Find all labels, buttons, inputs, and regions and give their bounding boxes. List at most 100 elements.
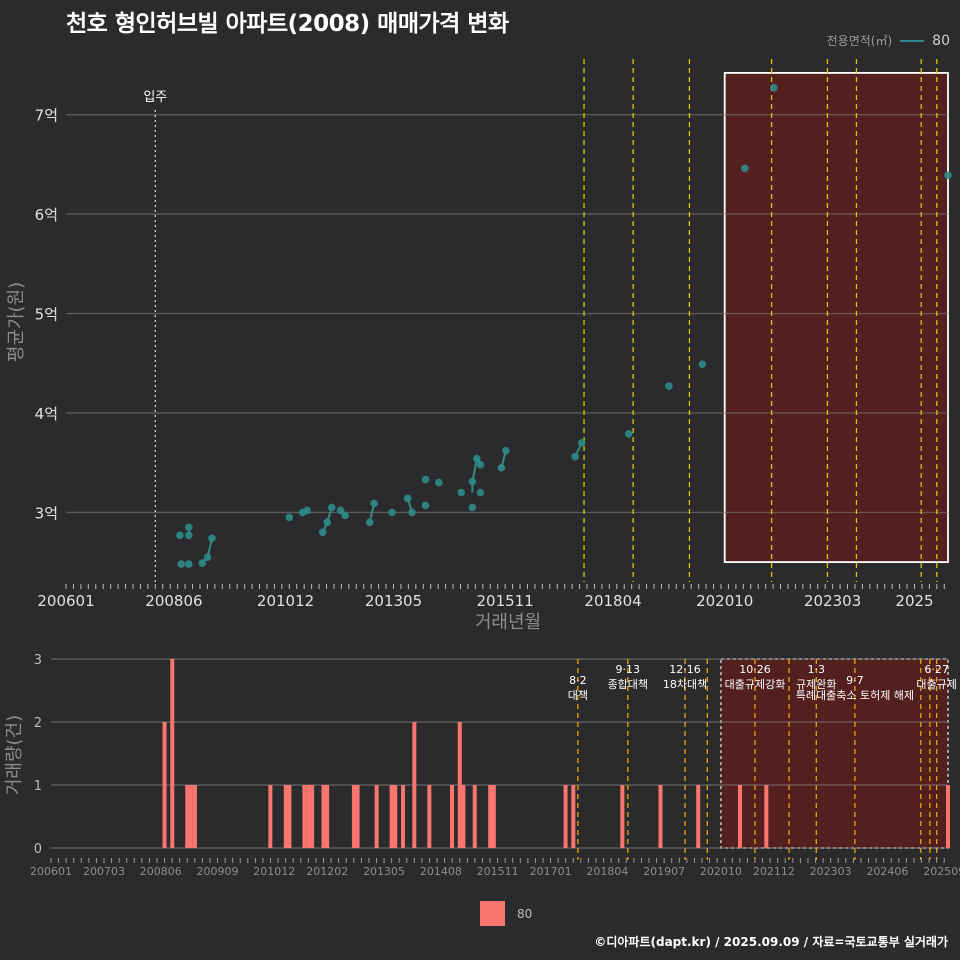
policy-text-label: 대출규제강화: [725, 678, 786, 691]
volume-bar: [287, 785, 292, 848]
policy-text-label: 대출규제: [916, 678, 956, 691]
volume-bar: [563, 785, 568, 848]
price-point: [327, 503, 336, 512]
price-point: [403, 494, 412, 503]
price-chart: 3억 4억 5억 6억 7억 입주 200601 200806 201012 201305 2015…: [6, 59, 952, 633]
price-y-axis-title: 평균가(원): [6, 282, 27, 362]
volume-x-tick-label: 201408: [420, 865, 462, 878]
price-point: [421, 475, 430, 484]
volume-x-tick-label: 201701: [530, 865, 572, 878]
policy-date-label: 6·27: [924, 663, 949, 676]
price-point: [388, 508, 396, 517]
policy-date-label: 9·13: [616, 663, 641, 676]
volume-x-tick-label: 200806: [140, 865, 182, 878]
price-y-tick-label: 3억: [35, 504, 58, 522]
price-point: [741, 164, 749, 173]
volume-y-tick-label: 3: [34, 653, 42, 668]
volume-y-tick-label: 2: [34, 716, 42, 731]
price-point: [198, 559, 207, 567]
price-point: [303, 506, 311, 515]
price-legend: 전용면적(㎡) 80: [827, 32, 950, 49]
price-point: [176, 531, 184, 540]
price-legend-title: 전용면적(㎡): [826, 34, 893, 48]
price-point: [698, 360, 707, 369]
policy-date-label: 12·16: [669, 663, 701, 676]
price-y-tick-label: 6억: [35, 206, 58, 224]
price-point: [571, 452, 579, 461]
volume-bar: [374, 785, 379, 848]
price-legend-entry: 80: [932, 32, 950, 49]
price-point: [468, 503, 477, 512]
volume-bar: [306, 785, 311, 848]
volume-bar: [400, 785, 405, 848]
price-point: [177, 560, 186, 568]
volume-bar: [450, 785, 455, 848]
volume-bar: [571, 785, 576, 848]
price-x-tick-label: 2025: [895, 592, 933, 610]
price-highlight-box: [723, 71, 949, 564]
volume-x-tick-label: 202303: [810, 865, 852, 878]
volume-x-tick-label: 202112: [753, 865, 795, 878]
volume-x-tick-label: 201012: [253, 865, 295, 878]
volume-bar: [620, 785, 625, 848]
price-point: [502, 446, 510, 455]
price-point: [185, 523, 193, 532]
volume-bar: [325, 785, 330, 848]
price-point: [208, 534, 216, 543]
price-point: [665, 382, 673, 390]
price-point: [323, 518, 332, 527]
volume-y-axis-title: 거래량(건): [4, 715, 25, 795]
price-legend-line-icon: [900, 39, 925, 42]
price-point: [408, 508, 416, 517]
volume-bar: [162, 722, 167, 848]
price-point: [770, 84, 778, 92]
volume-x-tick-label: 201511: [477, 865, 519, 878]
price-y-tick-label: 4억: [35, 405, 58, 423]
volume-bar: [658, 785, 663, 848]
price-point: [185, 531, 193, 540]
volume-bar: [946, 785, 950, 848]
price-point: [318, 528, 327, 537]
volume-x-tick-label: 201305: [363, 865, 405, 878]
source-footer: ©디아파트(dapt.kr) / 2025.09.09 / 자료=국토교통부 실…: [594, 935, 948, 949]
volume-x-tick-label: 202509: [923, 865, 960, 878]
price-point: [336, 506, 345, 515]
price-x-tick-label: 201804: [584, 592, 641, 610]
volume-bar: [461, 785, 466, 848]
volume-bar: [283, 785, 288, 848]
volume-bar: [351, 785, 356, 848]
volume-legend-swatch-icon: [480, 901, 505, 926]
price-y-tick-label: 5억: [35, 306, 58, 324]
policy-text-label: 대책: [568, 689, 588, 702]
policy-date-label: 9·7: [846, 674, 864, 687]
price-point: [578, 438, 586, 447]
volume-bar: [302, 785, 307, 848]
price-point: [944, 171, 952, 180]
volume-y-tick-label: 0: [34, 842, 42, 857]
volume-bar: [457, 722, 462, 848]
price-point: [285, 513, 294, 522]
policy-date-label: 1·3: [808, 663, 826, 676]
policy-text-label: 규제완화: [796, 678, 836, 691]
price-x-tick-label: 201511: [477, 592, 534, 610]
chart-title: 천호 형인허브빌 아파트(2008) 매매가격 변화: [66, 11, 509, 37]
volume-bar: [696, 785, 701, 848]
volume-bar: [491, 785, 496, 848]
volume-bar: [393, 785, 398, 848]
price-point: [468, 477, 477, 486]
volume-bar: [412, 722, 417, 848]
policy-text-label: 종합대책: [608, 678, 648, 691]
policy-date-label: 10·26: [739, 663, 771, 676]
volume-bar: [310, 785, 315, 848]
price-x-tick-label: 200601: [37, 592, 94, 610]
volume-bar: [185, 785, 190, 848]
volume-legend: 80: [480, 901, 532, 926]
price-point: [497, 463, 506, 472]
move-in-label: 입주: [143, 90, 167, 105]
volume-legend-entry: 80: [517, 906, 533, 921]
volume-highlight-box: [720, 658, 949, 849]
volume-bar: [188, 785, 193, 848]
volume-x-tick-label: 202406: [866, 865, 908, 878]
volume-x-tick-label: 202010: [700, 865, 742, 878]
price-point: [341, 511, 349, 520]
